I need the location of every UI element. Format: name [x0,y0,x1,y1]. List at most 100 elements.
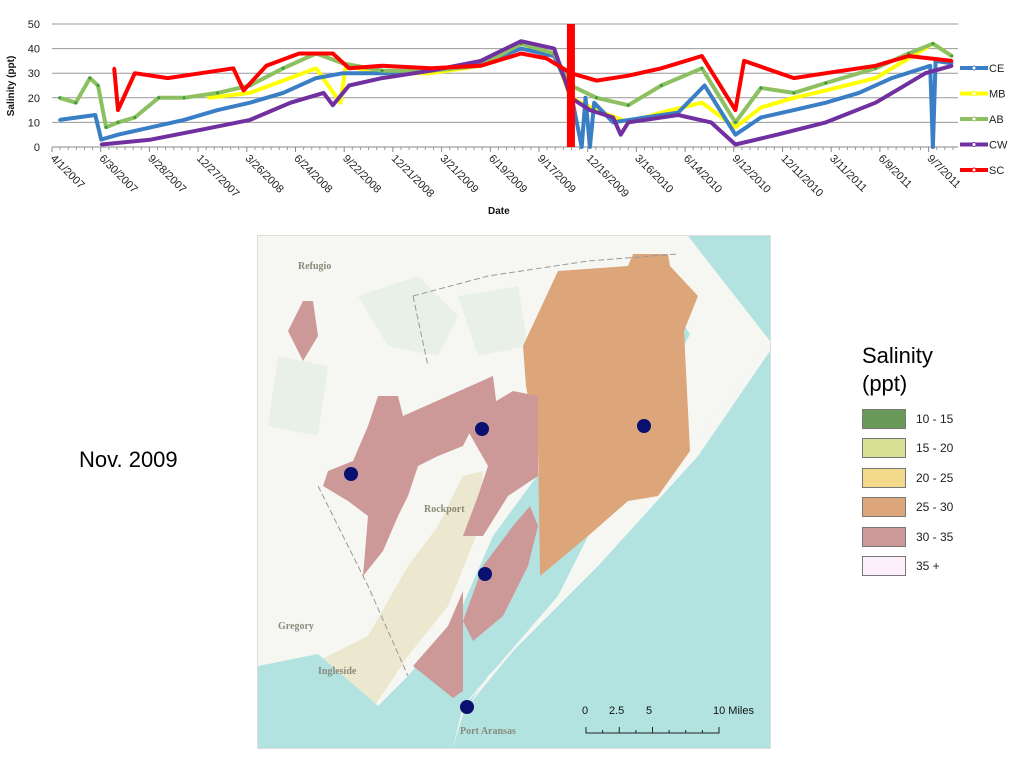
data-point-ce [584,96,588,100]
data-point-cw [626,120,630,124]
salinity-zone-30-35 [288,301,538,698]
legend-swatch [862,408,906,429]
x-tick-label: 12/11/2010 [778,153,825,200]
data-point-sc [824,71,828,75]
data-point-ce [341,71,345,75]
data-point-ab [733,120,737,124]
legend-item: 35 + [862,552,953,582]
county-boundary [317,253,679,677]
place-label-gregory: Gregory [278,621,314,632]
scale-label-5: 5 [646,705,652,717]
legend-title: Salinity [862,343,933,368]
y-tick-label: 0 [34,142,40,154]
legend-label: 25 - 30 [916,500,954,515]
legend-label-mb: MB [989,89,1006,101]
urban-area [308,471,483,716]
legend-swatch [862,467,906,488]
scale-bar: 0 2.5 5 10 Miles [582,705,754,734]
data-point-mb [792,96,796,100]
legend-label: 30 - 35 [916,529,954,544]
data-point-ce [592,101,596,105]
data-point-ab [594,96,598,100]
x-tick-label: 9/28/2007 [145,153,188,196]
y-tick-label: 40 [28,44,40,56]
data-point-ce [116,133,120,137]
series-line-cw [101,39,953,147]
data-point-ab [950,54,954,58]
series-lines [58,39,954,149]
legend-label-ab: AB [989,114,1004,126]
legend-marker [971,116,977,122]
data-point-sc [231,66,235,70]
data-point-ab [700,66,704,70]
x-tick-label: 9/7/2011 [924,153,962,191]
x-tick-label: 3/11/2011 [827,153,869,195]
data-point-cw [874,101,878,105]
legend-label-cw: CW [989,140,1008,152]
data-point-cw [347,84,351,87]
legend-item: 10 - 15 [862,404,953,434]
scale-label-2-5: 2.5 [609,705,624,717]
data-point-sc [347,66,351,70]
legend-marker [971,91,977,96]
legend-marker [971,65,977,71]
y-tick-label: 20 [28,93,40,105]
data-point-sc [264,64,268,68]
x-axis-title: Date [488,206,510,217]
scale-label-0: 0 [582,705,588,717]
salinity-zone-25-30 [523,254,698,576]
x-tick-label: 3/26/2008 [243,153,286,196]
data-point-sc [331,52,335,56]
data-point-ab [88,76,92,80]
legend-label: 15 - 20 [916,441,954,456]
x-tick-label: 12/21/2008 [389,153,436,200]
data-point-cw [199,128,203,132]
data-point-ab [133,115,137,119]
data-point-ab [157,96,161,100]
data-point-sc [626,74,630,78]
x-tick-label: 9/17/2009 [535,153,578,196]
x-tick-labels: 4/1/2007 6/30/2007 9/28/2007 12/27/2007 3/26… [48,153,963,200]
station-marker [460,700,474,714]
map-legend: Salinity (ppt) 10 - 15 15 - 20 20 - 25 25 -… [862,342,953,581]
x-tick-label: 12/27/2007 [194,153,241,200]
data-point-ce [824,101,828,105]
legend-label: 10 - 15 [916,411,954,426]
x-tick-label: 9/22/2008 [340,153,383,196]
data-point-ab [659,84,663,87]
x-tick-label: 3/16/2010 [632,153,675,196]
data-point-cw [479,59,483,63]
legend-item: 15 - 20 [862,434,953,464]
y-tick-label: 10 [28,117,40,129]
data-point-ce [248,101,252,105]
x-tick-label: 3/21/2009 [437,153,480,196]
legend-swatch [862,556,906,577]
data-point-cw [149,138,153,142]
data-point-sc [742,59,746,63]
data-point-cw [709,120,713,124]
data-point-cw [923,71,927,75]
x-tick-label: 4/1/2007 [48,153,87,192]
data-point-cw [619,133,623,137]
data-point-ce [314,76,318,80]
data-point-ce [703,84,707,87]
scale-line [585,727,720,734]
data-point-sc [479,64,483,68]
data-point-cw [99,143,103,147]
data-point-ce [857,91,861,95]
barrier-island [468,341,770,706]
data-point-cw [289,101,293,105]
data-point-ab [216,91,220,95]
legend-label-sc: SC [989,165,1004,177]
data-point-cw [676,113,680,117]
data-point-ce [931,145,935,149]
data-point-cw [331,103,335,107]
data-point-ab [104,125,108,129]
y-tick-label: 30 [28,68,40,80]
data-point-sc [792,76,796,80]
data-point-ce [93,113,97,117]
chart-legend: CE MB AB CW SC [960,63,1008,177]
data-point-ab [74,101,78,105]
highlight-bar [566,24,575,147]
data-point-ab [380,69,384,73]
